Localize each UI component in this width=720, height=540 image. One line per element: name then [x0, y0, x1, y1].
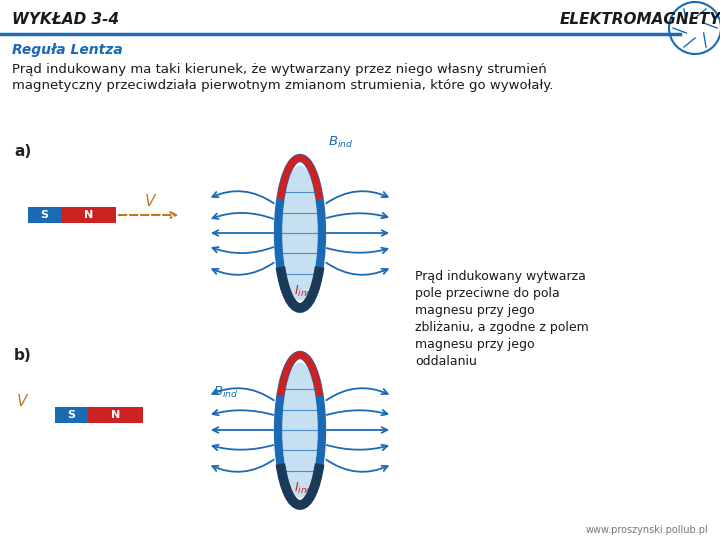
- Bar: [55, 407, 89, 423]
- Ellipse shape: [282, 165, 319, 300]
- Text: b): b): [14, 348, 32, 362]
- Text: Prąd indukowany ma taki kierunek, że wytwarzany przez niego własny strumień: Prąd indukowany ma taki kierunek, że wyt…: [12, 64, 546, 77]
- Text: ELEKTROMAGNETYZM: ELEKTROMAGNETYZM: [560, 12, 720, 28]
- Text: zbliżaniu, a zgodne z polem: zbliżaniu, a zgodne z polem: [415, 321, 589, 334]
- Text: oddalaniu: oddalaniu: [415, 355, 477, 368]
- Text: WYKŁAD 3-4: WYKŁAD 3-4: [12, 12, 119, 28]
- Text: magnetyczny przeciwdziała pierwotnym zmianom strumienia, które go wywołały.: magnetyczny przeciwdziała pierwotnym zmi…: [12, 78, 554, 91]
- Text: www.proszynski.pollub.pl: www.proszynski.pollub.pl: [585, 525, 708, 535]
- Text: magnesu przy jego: magnesu przy jego: [415, 338, 535, 351]
- Bar: [61, 207, 116, 223]
- Text: S: S: [41, 210, 49, 220]
- Text: magnesu przy jego: magnesu przy jego: [415, 304, 535, 317]
- Text: Prąd indukowany wytwarza: Prąd indukowany wytwarza: [415, 270, 586, 283]
- Text: $I_{ind}$: $I_{ind}$: [294, 284, 313, 299]
- Text: N: N: [84, 210, 94, 220]
- Text: pole przeciwne do pola: pole przeciwne do pola: [415, 287, 559, 300]
- Text: $I_{ind}$: $I_{ind}$: [294, 481, 313, 496]
- Text: Reguła Lentza: Reguła Lentza: [12, 43, 122, 57]
- Text: V: V: [145, 193, 156, 208]
- Text: $B_{ind}$: $B_{ind}$: [213, 385, 238, 400]
- Bar: [28, 207, 61, 223]
- Text: V: V: [17, 394, 27, 408]
- Ellipse shape: [282, 362, 319, 497]
- Text: S: S: [68, 410, 76, 420]
- Text: a): a): [14, 145, 31, 159]
- Text: $B_{ind}$: $B_{ind}$: [328, 135, 354, 150]
- Bar: [89, 407, 143, 423]
- Text: N: N: [111, 410, 120, 420]
